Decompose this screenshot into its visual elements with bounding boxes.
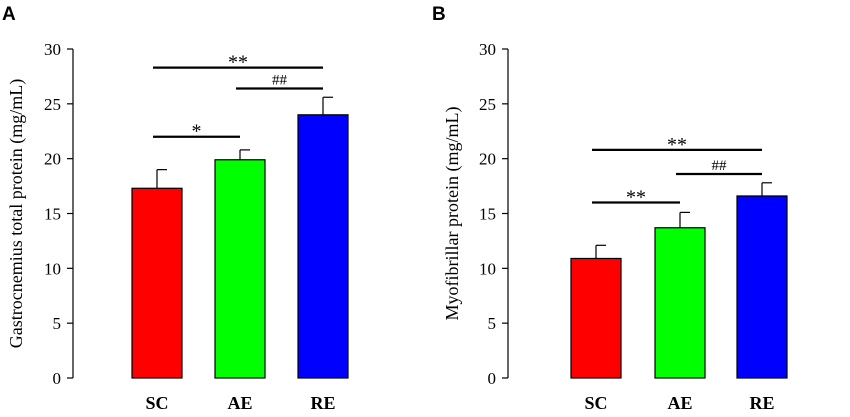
panel-letter: A bbox=[2, 4, 16, 25]
y-tick-label: 20 bbox=[44, 150, 61, 169]
category-label-re: RE bbox=[310, 393, 335, 413]
y-tick-label: 5 bbox=[53, 314, 62, 333]
category-label-sc: SC bbox=[584, 393, 607, 413]
significance-star-label: ** bbox=[626, 187, 646, 209]
bar-sc bbox=[131, 187, 183, 379]
significance-star-label: ** bbox=[667, 134, 687, 156]
panel-a: A 0 5 10 15 20 25 30 Gastrocnemius total protein… bbox=[2, 4, 349, 413]
y-tick-label: 20 bbox=[479, 150, 496, 169]
y-axis-label: Gastrocnemius total protein (mg/mL) bbox=[6, 79, 27, 348]
category-label-re: RE bbox=[749, 393, 774, 413]
significance-star-label: ** bbox=[228, 52, 248, 74]
y-tick-label: 10 bbox=[479, 259, 496, 278]
bar-sc bbox=[570, 257, 622, 379]
y-tick-label: 10 bbox=[44, 259, 61, 278]
y-tick-label: 0 bbox=[488, 369, 497, 388]
y-tick-label: 15 bbox=[44, 205, 61, 224]
category-label-ae: AE bbox=[667, 393, 692, 413]
y-tick-label: 25 bbox=[479, 95, 496, 114]
y-tick-label: 30 bbox=[479, 40, 496, 59]
significance-hash-label: ## bbox=[712, 158, 728, 174]
significance-star-label: * bbox=[192, 121, 202, 143]
y-tick-label: 15 bbox=[479, 205, 496, 224]
y-tick-label: 5 bbox=[488, 314, 497, 333]
panel-letter: B bbox=[432, 4, 446, 25]
y-tick-label: 0 bbox=[53, 369, 62, 388]
y-tick-label: 25 bbox=[44, 95, 61, 114]
significance-hash-label: ## bbox=[272, 72, 288, 88]
y-axis-label: Myofibrillar protein (mg/mL) bbox=[442, 107, 463, 321]
panel-b: B 0 5 10 15 20 25 30 Myofibrillar protein (mg/mL… bbox=[432, 4, 788, 413]
bar-ae bbox=[654, 227, 706, 379]
bar-re bbox=[736, 195, 788, 379]
bar-ae bbox=[214, 159, 266, 379]
y-tick-label: 30 bbox=[44, 40, 61, 59]
category-label-ae: AE bbox=[227, 393, 252, 413]
category-label-sc: SC bbox=[145, 393, 168, 413]
bar-re bbox=[297, 114, 349, 379]
